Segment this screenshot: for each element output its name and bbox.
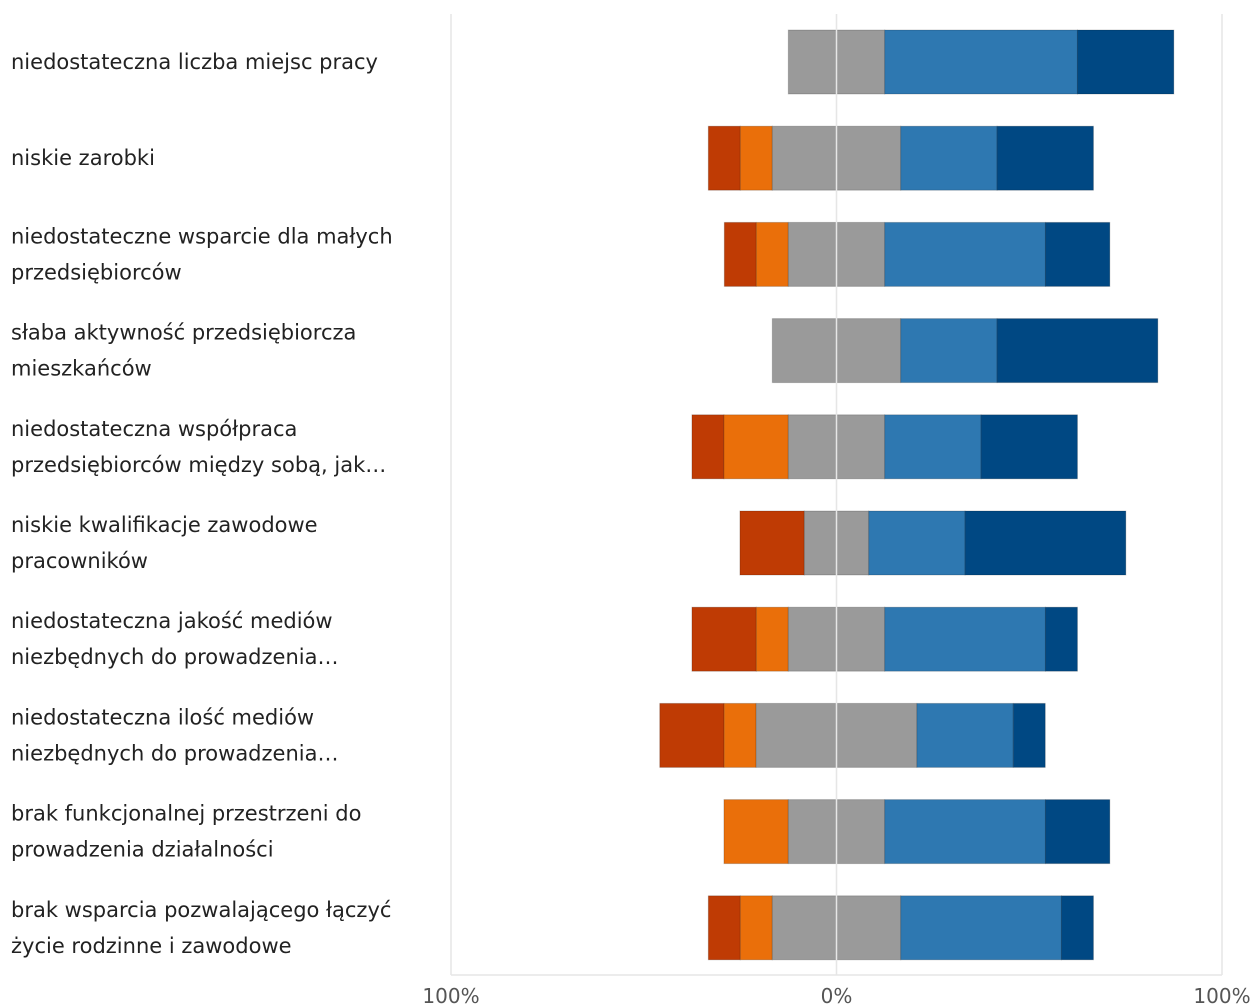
bar-segment-9-1 [739, 895, 773, 961]
x-tick-label-2: 100% [1193, 984, 1250, 1007]
category-label-7: niedostateczna ilość mediów niezbędnych d… [11, 705, 338, 765]
bar-segment-9-3 [900, 895, 1062, 961]
bar-segment-0-4 [1076, 29, 1175, 95]
bar-segment-0-3 [884, 29, 1078, 95]
bar-row-9 [707, 895, 1094, 961]
bar-segment-5-4 [964, 510, 1127, 576]
category-labels: niedostateczna liczba miejsc pracy niskie… [11, 50, 393, 958]
bar-segment-2-3 [884, 221, 1046, 287]
category-label-3: słaba aktywność przedsiębiorcza mieszkańc… [11, 321, 356, 381]
bar-segment-2-0 [723, 221, 757, 287]
category-label-6: niedostateczna jakość mediów niezbędnych … [11, 609, 338, 669]
bar-segment-4-1 [723, 414, 789, 480]
bar-row-8 [723, 799, 1111, 865]
bar-segment-6-4 [1044, 606, 1078, 672]
category-label-5: niskie kwalifikacje zawodowe pracowników [11, 513, 318, 573]
bar-segment-5-0 [739, 510, 805, 576]
x-tick-labels: 100% 0% 100% [422, 984, 1250, 1007]
bar-segment-5-3 [868, 510, 966, 576]
bar-segment-4-3 [884, 414, 982, 480]
x-tick-label-1: 0% [821, 984, 853, 1007]
bar-segment-2-4 [1044, 221, 1111, 287]
bar-row-2 [723, 221, 1111, 287]
bar-segment-8-3 [884, 799, 1046, 865]
bar-row-1 [707, 125, 1094, 191]
bar-segment-4-0 [691, 414, 725, 480]
bar-segment-3-4 [996, 318, 1159, 384]
bar-row-3 [771, 318, 1159, 384]
bar-segment-1-0 [707, 125, 741, 191]
bar-row-4 [691, 414, 1078, 480]
bar-segment-8-1 [723, 799, 789, 865]
bar-row-7 [659, 702, 1046, 768]
category-label-8: brak funkcjonalnej przestrzeni do prowadz… [11, 802, 361, 862]
category-label-4: niedostateczna współpraca przedsiębiorców… [11, 417, 386, 477]
bar-segment-1-4 [996, 125, 1094, 191]
bar-segment-1-1 [739, 125, 773, 191]
bar-segment-7-4 [1012, 702, 1046, 768]
category-label-1: niskie zarobki [11, 146, 155, 170]
bars [659, 29, 1175, 961]
category-label-9: brak wsparcia pozwalającego łączyć życie … [11, 898, 391, 958]
category-label-2: niedostateczne wsparcie dla małych przeds… [11, 224, 393, 284]
category-label-0: niedostateczna liczba miejsc pracy [11, 50, 378, 74]
bar-segment-7-3 [916, 702, 1014, 768]
bar-segment-1-3 [900, 125, 998, 191]
bar-segment-7-0 [659, 702, 725, 768]
bar-row-6 [691, 606, 1078, 672]
bar-segment-4-4 [980, 414, 1078, 480]
bar-row-0 [787, 29, 1175, 95]
bar-row-5 [739, 510, 1127, 576]
bar-segment-3-3 [900, 318, 998, 384]
bar-segment-9-0 [707, 895, 741, 961]
bar-segment-9-4 [1060, 895, 1094, 961]
bar-segment-8-4 [1044, 799, 1111, 865]
bar-segment-2-1 [755, 221, 789, 287]
bar-segment-6-0 [691, 606, 757, 672]
bar-segment-7-1 [723, 702, 757, 768]
bar-segment-6-3 [884, 606, 1046, 672]
bar-segment-6-1 [755, 606, 789, 672]
x-tick-label-0: 100% [422, 984, 479, 1007]
